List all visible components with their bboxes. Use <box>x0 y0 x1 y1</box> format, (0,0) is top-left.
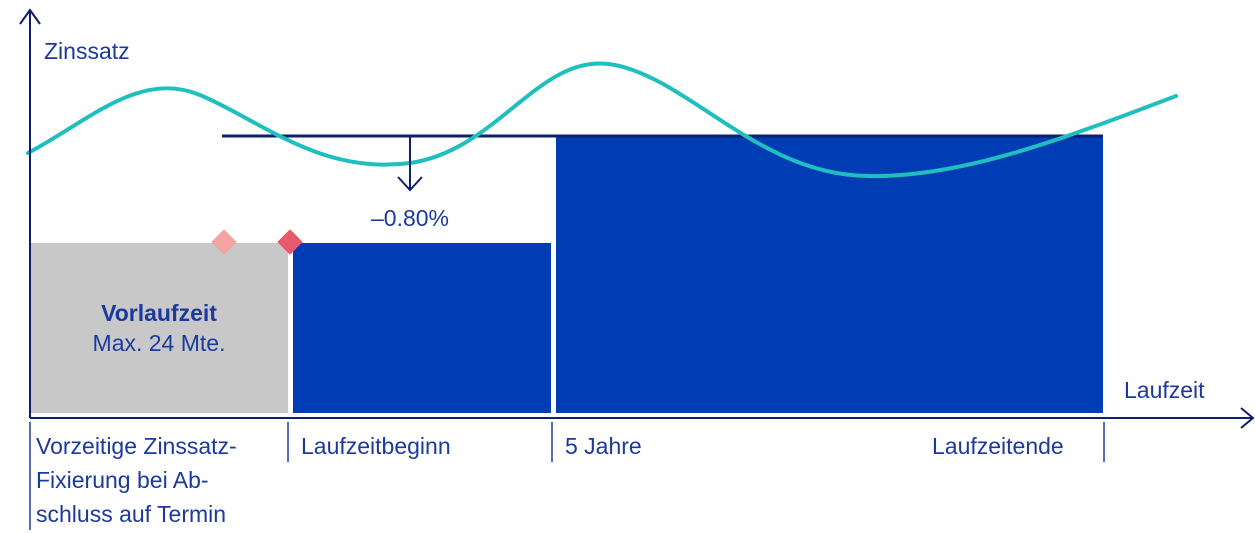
term-start-label: Laufzeitbeginn <box>301 433 451 459</box>
reduction-label: –0.80% <box>370 205 449 231</box>
rate-reduction-arrow <box>397 136 423 192</box>
x-axis <box>30 407 1255 429</box>
five-years-label: 5 Jahre <box>565 433 642 459</box>
lead-time-subtitle: Max. 24 Mte. <box>92 330 226 356</box>
y-axis <box>19 8 41 418</box>
early-fix-line3: schluss auf Termin <box>36 501 227 527</box>
marker-diamond-dark <box>277 229 303 255</box>
y-axis-label: Zinssatz <box>44 38 130 64</box>
first-period-block <box>293 243 551 413</box>
early-fix-line2: Fixierung bei Ab- <box>36 467 209 493</box>
x-axis-label: Laufzeit <box>1124 377 1205 403</box>
lead-time-title: Vorlaufzeit <box>101 300 217 326</box>
timeline-ticks <box>29 422 1105 530</box>
lead-time-block <box>30 243 288 413</box>
main-period-block <box>556 136 1103 413</box>
market-rate-curve <box>26 61 1178 179</box>
early-fix-line1: Vorzeitige Zinssatz- <box>36 433 237 459</box>
term-end-label: Laufzeitende <box>932 433 1064 459</box>
